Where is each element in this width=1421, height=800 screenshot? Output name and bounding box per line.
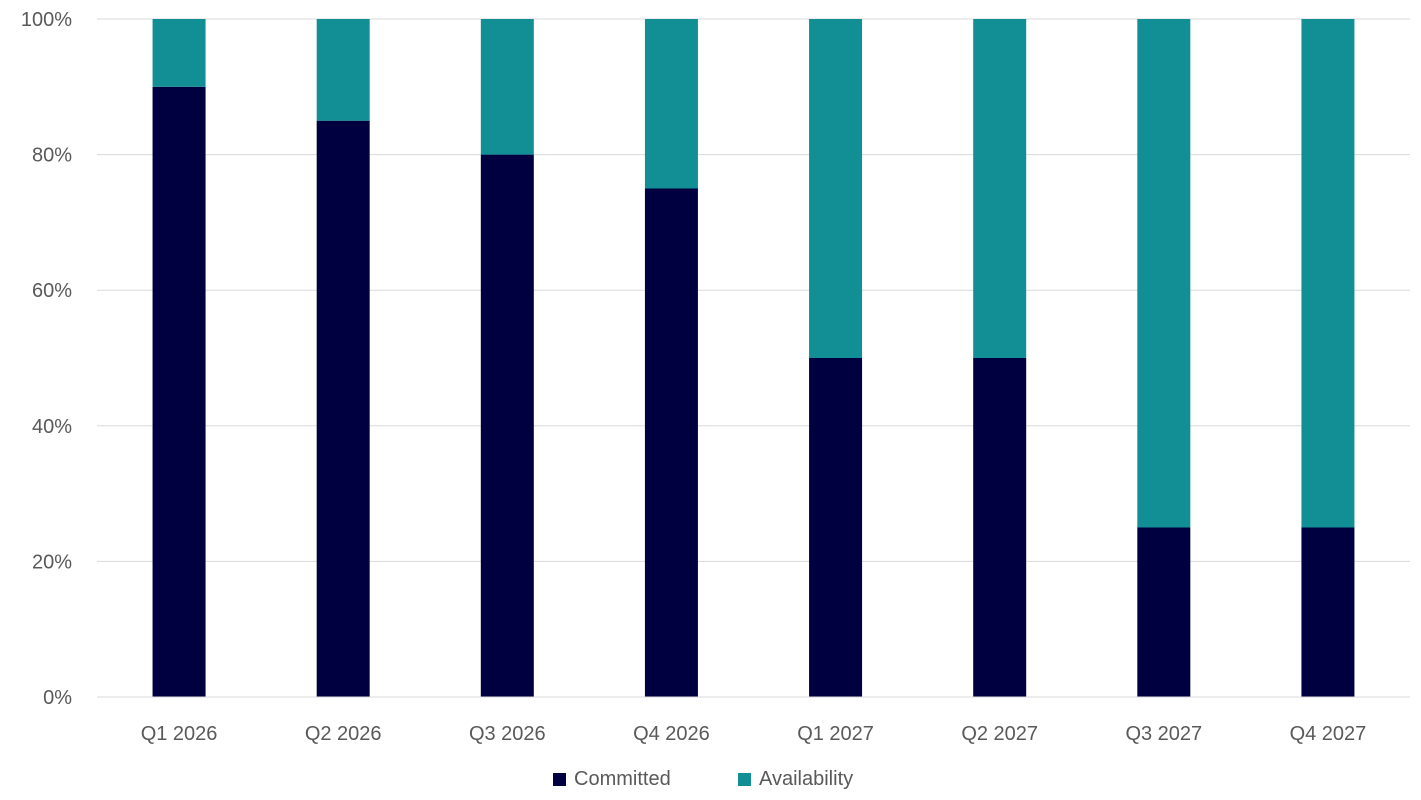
- x-tick-label: Q2 2027: [961, 723, 1038, 745]
- x-tick-label: Q2 2026: [305, 723, 382, 745]
- bar-committed-6: [1137, 527, 1191, 697]
- y-tick-label: 20%: [32, 551, 72, 573]
- bar-committed-3: [644, 188, 698, 697]
- bars: [152, 19, 1355, 698]
- bar-availability-0: [152, 19, 206, 87]
- bar-availability-5: [973, 19, 1027, 358]
- bar-availability-3: [644, 19, 698, 189]
- y-tick-label: 60%: [32, 280, 72, 302]
- bar-availability-1: [316, 19, 370, 121]
- y-tick-label: 0%: [43, 687, 72, 709]
- bar-committed-2: [480, 154, 534, 698]
- axes: 0% 20% 40% 60% 80% 100% Q1 2026 Q2 2026 Q3 2026 Q…: [21, 9, 1410, 745]
- bar-availability-4: [809, 19, 863, 358]
- x-tick-label: Q3 2027: [1125, 723, 1202, 745]
- legend-swatch-committed: [553, 773, 566, 786]
- y-tick-label: 80%: [32, 145, 72, 167]
- bar-availability-2: [480, 19, 534, 155]
- x-tick-label: Q4 2027: [1290, 723, 1367, 745]
- legend-label-availability: Availability: [759, 768, 853, 790]
- bar-committed-7: [1301, 527, 1355, 697]
- bar-committed-1: [316, 120, 370, 697]
- legend-swatch-availability: [738, 773, 751, 786]
- bar-committed-5: [973, 358, 1027, 697]
- bar-availability-6: [1137, 19, 1191, 528]
- legend-label-committed: Committed: [574, 768, 671, 790]
- x-tick-label: Q4 2026: [633, 723, 710, 745]
- legend: Committed Availability: [553, 768, 853, 790]
- gridlines: [97, 18, 1410, 562]
- bar-availability-7: [1301, 19, 1355, 528]
- y-tick-label: 100%: [21, 9, 72, 31]
- bar-committed-4: [809, 358, 863, 697]
- x-tick-label: Q3 2026: [469, 723, 546, 745]
- x-tick-label: Q1 2026: [141, 723, 218, 745]
- y-tick-label: 40%: [32, 416, 72, 438]
- bar-committed-0: [152, 86, 206, 698]
- x-tick-label: Q1 2027: [797, 723, 874, 745]
